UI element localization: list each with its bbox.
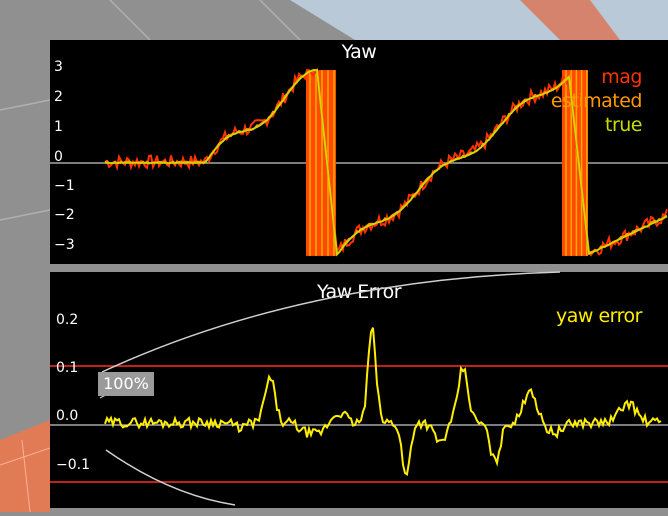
yaw-error-legend: yaw error (556, 305, 642, 327)
legend-estimated: estimated (550, 90, 643, 112)
yaw-plot-canvas (50, 67, 668, 257)
yaw-tick-label: −3 (54, 237, 75, 253)
yaw-plot-title: Yaw (341, 41, 377, 63)
yaw-tick-label: −2 (54, 207, 75, 223)
yaw-error-tick-label: 0.2 (56, 312, 79, 328)
yaw-error-series-line (104, 327, 662, 476)
yaw-error-tick-label: 0.1 (56, 360, 79, 376)
true-series-line (105, 69, 668, 257)
yaw-error-tick-label: 0.0 (56, 408, 79, 424)
legend-true: true (605, 114, 643, 136)
yaw-tick-label: 0 (54, 149, 63, 165)
yaw-tick-label: 3 (54, 59, 63, 75)
legend-mag: mag (601, 66, 642, 88)
yaw-tick-label: 1 (54, 119, 63, 135)
yaw-tick-label: −1 (54, 178, 75, 194)
yaw-legend: mag estimated true (550, 65, 643, 137)
yaw-tick-label: 2 (54, 89, 63, 105)
progress-percent-label: 100% (98, 372, 154, 396)
yaw-error-tick-label: −0.1 (56, 457, 90, 473)
yaw-plot-panel: Yaw 3 2 1 0 −1 −2 −3 mag estimated true (50, 40, 668, 264)
